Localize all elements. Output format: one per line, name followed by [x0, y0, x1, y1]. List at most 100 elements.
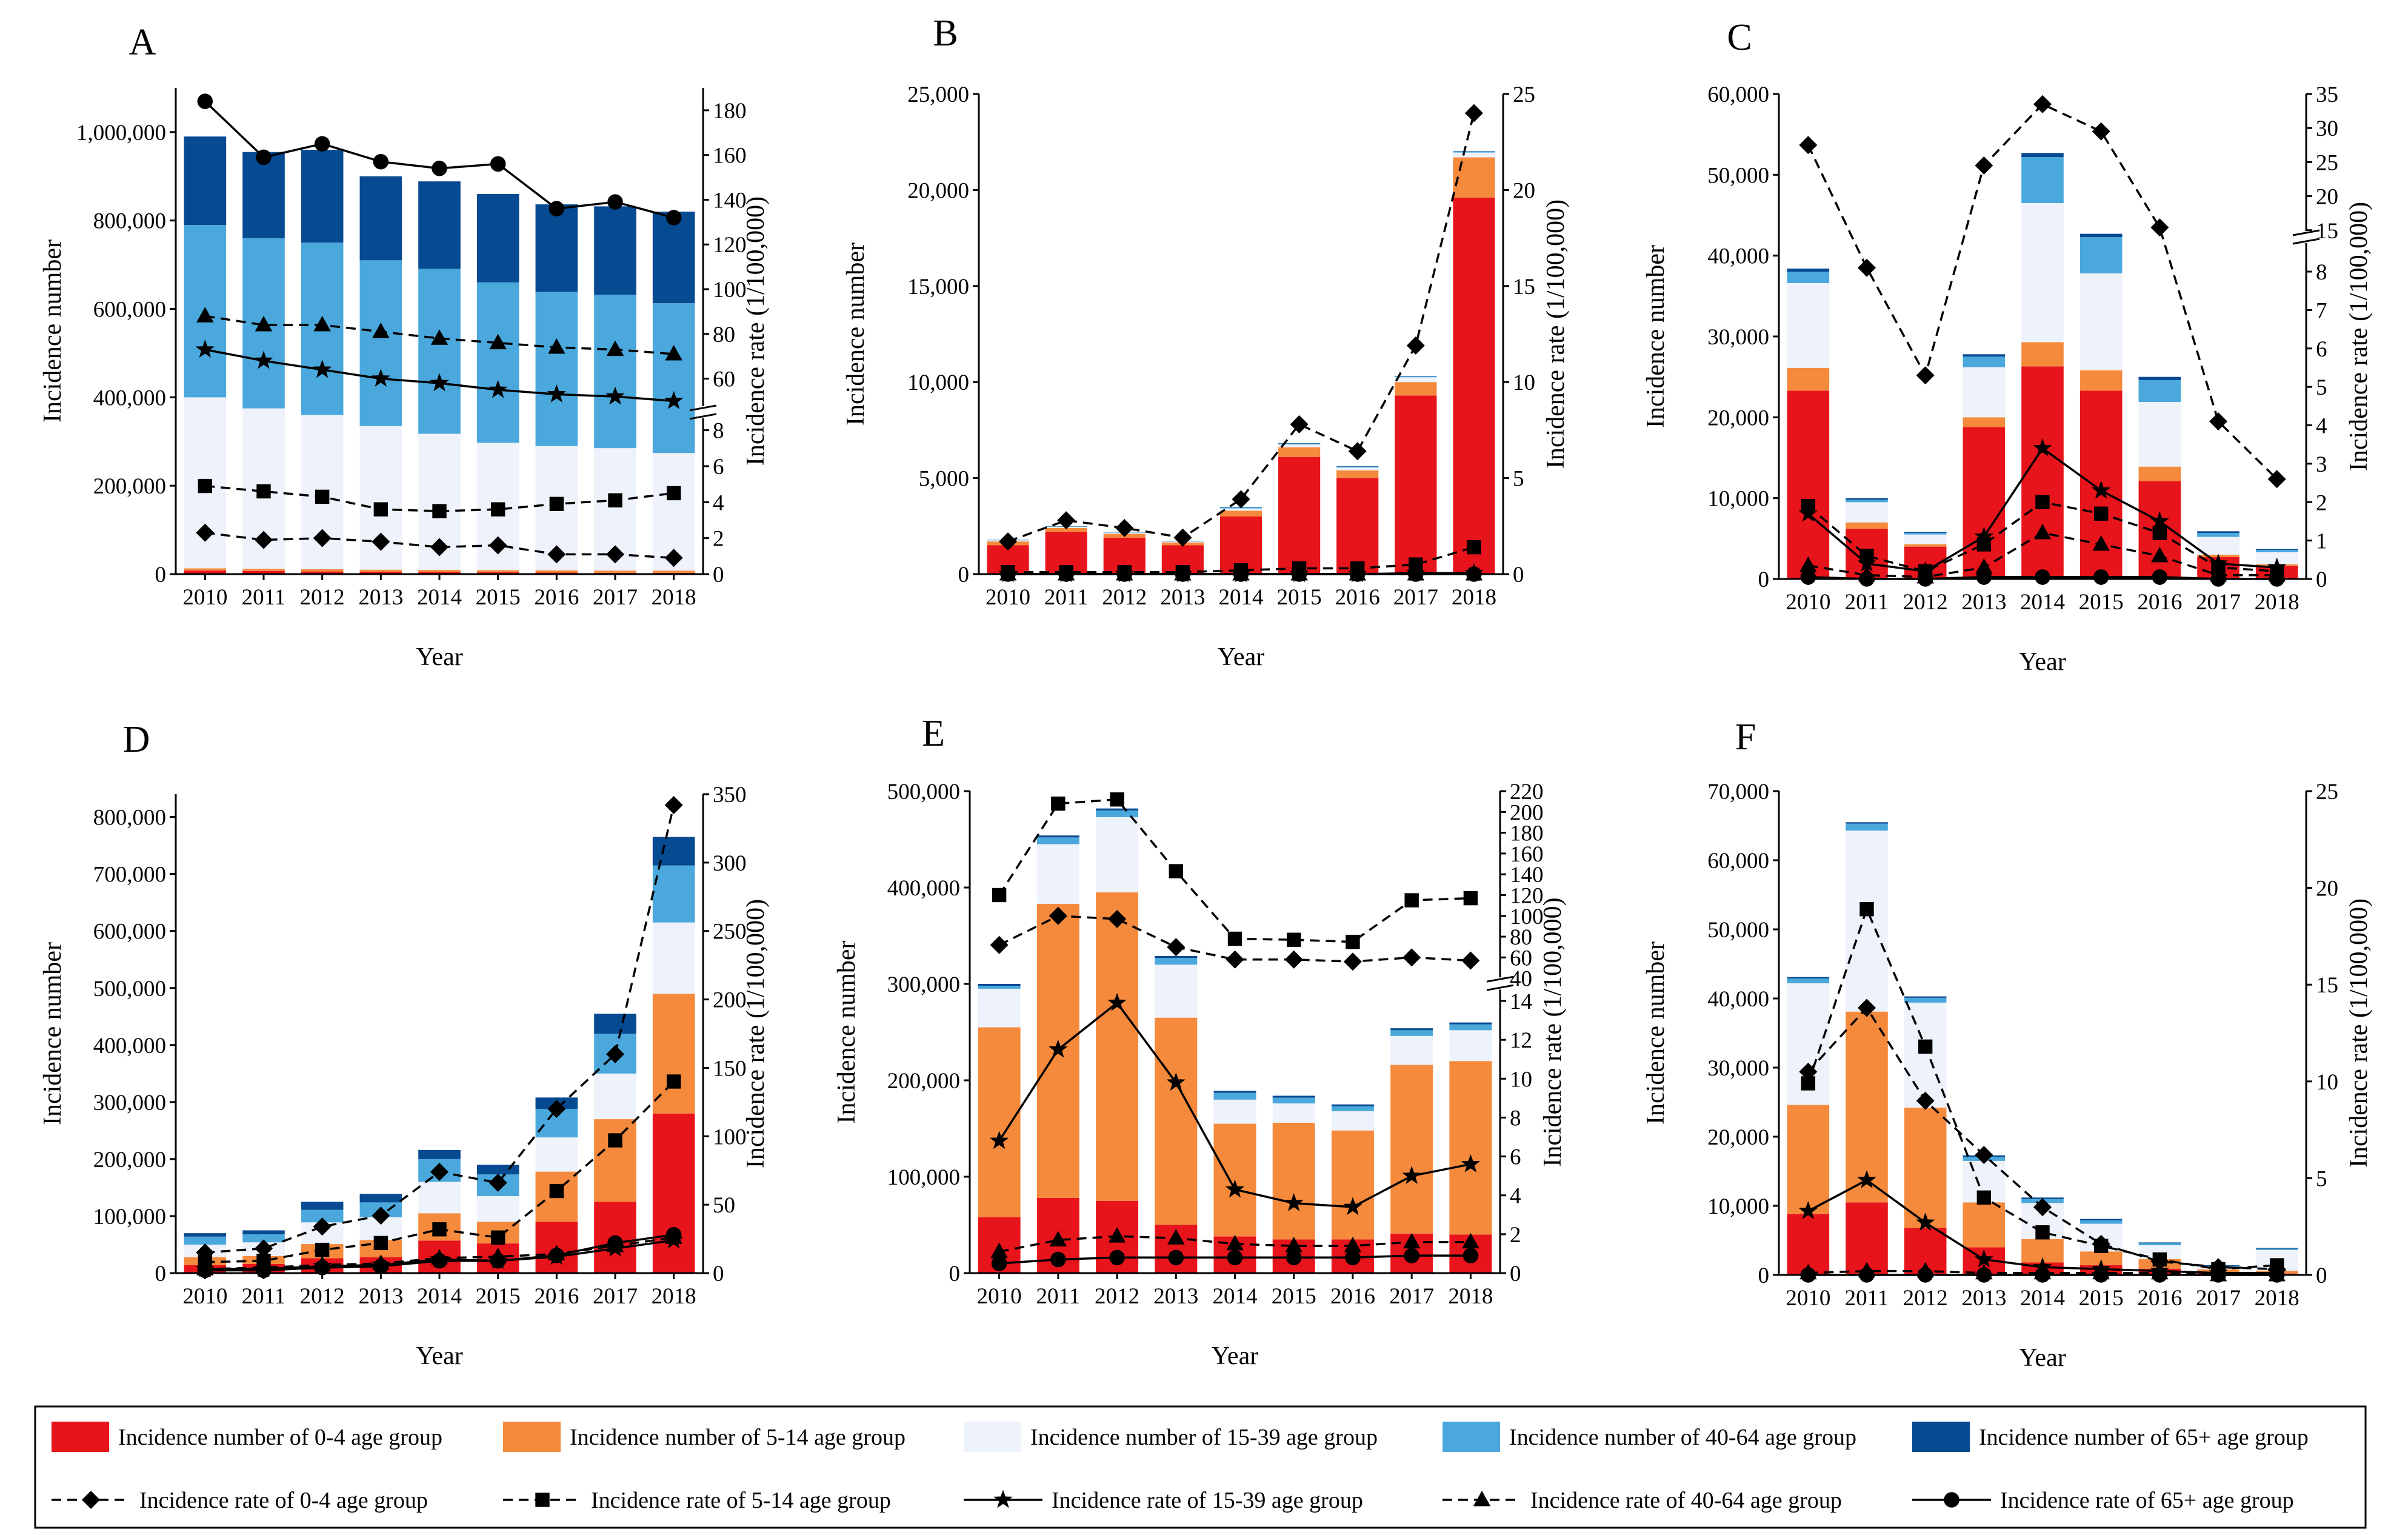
legend-bar-label: Incidence number of 5-14 age group [570, 1425, 906, 1450]
rate-point-0-4-2015 [1284, 950, 1303, 969]
rate-point-5-14-2013 [373, 502, 389, 517]
bar-15-39-2018 [1449, 1030, 1492, 1062]
left-tick-label: 200,000 [93, 474, 166, 499]
left-tick-label: 10,000 [1707, 487, 1769, 512]
right-tick-label: 250 [713, 920, 747, 945]
rate-point-0-4-2010 [1799, 136, 1818, 155]
bar-5-14-2017 [594, 570, 636, 573]
right-tick-label: 15 [2316, 973, 2338, 998]
rate-point-0-4-2012 [1115, 518, 1134, 537]
bar-40-64-2016 [1331, 1106, 1374, 1111]
bar-5-14-2018 [652, 994, 695, 1114]
bar-0-4-2014 [2021, 366, 2064, 579]
right-tick-label: 2 [2316, 490, 2327, 515]
rate-point-15-39-2012 [1107, 992, 1127, 1011]
rate-point-5-14-2016 [549, 497, 564, 511]
bar-65+-2012 [301, 150, 344, 243]
rate-point-65+-2010 [1800, 569, 1816, 585]
bar-5-14-2015 [476, 570, 519, 573]
bar-65+-2011 [1846, 498, 1888, 500]
rate-point-65+-2012 [1109, 1249, 1125, 1266]
bar-0-4-2018 [652, 1113, 695, 1273]
left-tick-label: 15,000 [907, 275, 969, 299]
right-tick-label: 300 [713, 851, 747, 876]
left-tick-label: 1,000,000 [76, 121, 166, 145]
legend-swatch-age_40_64 [1442, 1422, 1500, 1452]
bar-5-14-2012 [301, 569, 344, 572]
rate-line-40-64 [205, 315, 674, 355]
bar-40-64-2011 [1846, 500, 1888, 503]
bar-40-64-2016 [2138, 380, 2181, 402]
bar-65+-2014 [418, 181, 461, 269]
panel-label: B [933, 13, 958, 54]
rate-point-0-4-2012 [1916, 1091, 1935, 1110]
bar-15-39-2017 [1390, 1035, 1433, 1065]
rate-point-0-4-2015 [2092, 122, 2110, 141]
bar-65+-2012 [301, 1202, 344, 1210]
rate-point-0-4-2011 [1858, 998, 1876, 1017]
rate-point-5-14-2012 [315, 1242, 330, 1257]
left-tick-label: 600,000 [93, 298, 166, 323]
bar-15-39-2017 [594, 1073, 636, 1120]
left-tick-label: 100,000 [93, 1205, 166, 1229]
rate-point-5-14-2014 [2035, 495, 2050, 509]
rate-point-0-4-2018 [664, 549, 683, 567]
bar-65+-2013 [1155, 955, 1198, 958]
y-axis-title: Incidence number [39, 239, 67, 423]
rate-point-65+-2015 [490, 1252, 506, 1269]
bar-5-14-2018 [652, 570, 695, 573]
rate-point-65+-2010 [197, 1262, 213, 1279]
right-tick-label: 3 [2316, 452, 2327, 477]
x-tick-label: 2015 [476, 1284, 521, 1309]
axis-break-mark [2292, 229, 2320, 236]
bar-65+-2017 [2197, 531, 2240, 533]
x-tick-label: 2014 [417, 585, 462, 610]
rate-point-5-14-2016 [2152, 1252, 2167, 1267]
y-axis-title-right: Incidence rate (1/100,000) [2345, 898, 2373, 1168]
right-tick-label: 0 [2316, 567, 2327, 592]
x-tick-label: 2013 [1160, 585, 1205, 610]
rate-point-65+-2014 [432, 1252, 447, 1269]
left-tick-label: 20,000 [907, 178, 969, 203]
rate-point-0-4-2014 [2033, 1198, 2052, 1217]
rate-point-5-14-2016 [1346, 934, 1360, 949]
rate-point-40-64-2016 [2151, 546, 2169, 563]
right-tick-label: 5 [1513, 467, 1524, 492]
bar-40-64-2014 [2021, 157, 2064, 203]
bar-5-14-2017 [1395, 382, 1437, 396]
y-axis-title: Incidence number [833, 940, 861, 1123]
rate-point-5-14-2015 [490, 502, 505, 517]
x-tick-label: 2014 [417, 1284, 462, 1309]
right-tick-label: 4 [713, 490, 724, 515]
right-tick-label: 80 [713, 323, 735, 347]
bar-65+-2013 [359, 1194, 402, 1203]
right-tick-label: 6 [2316, 337, 2327, 362]
right-tick-label: 25 [2316, 150, 2338, 175]
right-tick-label: 200 [713, 988, 747, 1013]
x-tick-label: 2017 [593, 585, 638, 610]
x-tick-label: 2013 [1153, 1284, 1198, 1309]
rate-point-65+-2016 [549, 1247, 565, 1263]
rate-point-15-39-2018 [1461, 1154, 1481, 1172]
bar-40-64-2013 [1963, 356, 2006, 367]
bar-5-14-2016 [1336, 470, 1379, 478]
bar-40-64-2015 [1278, 443, 1321, 445]
rate-point-40-64-2014 [430, 329, 449, 345]
rate-point-0-4-2018 [664, 796, 683, 815]
bar-15-39-2010 [1787, 283, 1830, 368]
rate-point-65+-2013 [1168, 1249, 1184, 1266]
bar-65+-2014 [2021, 153, 2064, 157]
bar-15-39-2014 [1219, 508, 1262, 511]
bar-5-14-2014 [2021, 342, 2064, 367]
x-tick-label: 2018 [2255, 590, 2300, 615]
right-tick-label: 20 [2316, 877, 2338, 901]
bar-40-64-2013 [1155, 958, 1198, 965]
rate-point-40-64-2014 [2033, 523, 2052, 540]
bar-65+-2015 [2079, 233, 2123, 237]
right-tick-label: 5 [2316, 375, 2327, 400]
bar-65+-2015 [2079, 1219, 2123, 1220]
rate-point-40-64-2012 [313, 316, 331, 332]
rate-line-0-4 [998, 915, 1471, 963]
x-tick-label: 2010 [182, 585, 227, 610]
x-tick-label: 2013 [1961, 1286, 2006, 1311]
